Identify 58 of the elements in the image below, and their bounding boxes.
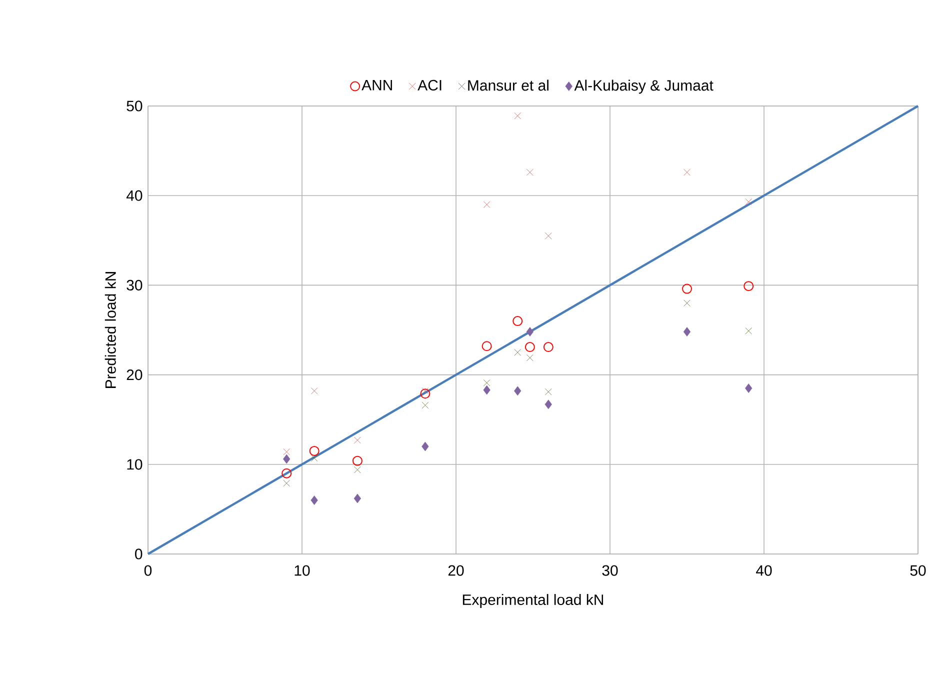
legend-label: ACI [418,80,442,91]
point [483,201,490,208]
x-tick-label: 40 [756,565,772,576]
point [483,379,490,386]
point [352,456,362,466]
point [684,168,690,176]
point [310,388,318,394]
point [526,168,534,176]
x-tick-label: 20 [448,565,464,576]
legend-label: Al-Kubaisy & Jumaat [574,80,714,94]
point [482,341,492,352]
point [545,232,552,240]
x-tick-label: 10 [294,565,310,576]
y-axis-title: Predicted load kN [104,272,116,388]
point [282,468,292,478]
point [526,354,534,362]
point [354,436,361,444]
x-tick-label: 30 [602,565,618,576]
point [422,402,429,409]
point [544,400,552,410]
point [745,384,752,393]
point [744,281,754,292]
y-tick-label: 50 [126,100,142,112]
point [684,300,690,306]
y-tick-label: 30 [126,280,142,290]
y-tick-label: 10 [127,459,142,470]
point [283,448,290,456]
point [682,284,692,294]
point [422,442,429,452]
point [514,386,522,396]
point [309,446,320,456]
legend-label: Mansur et al [468,80,548,91]
point [683,327,691,336]
point [514,349,521,356]
point [745,328,752,334]
point [420,388,430,399]
x-tick-label: 0 [144,565,152,576]
point [526,327,534,336]
point [524,342,535,352]
point [283,480,290,487]
point [310,496,318,505]
y-tick-label: 0 [135,548,142,560]
y-tick-label: 40 [126,190,142,201]
legend-label: ANN [362,80,392,90]
point [745,198,752,206]
point [354,494,362,504]
point [283,454,290,464]
point [543,342,554,352]
point [512,316,523,326]
point [514,112,521,120]
y-tick-label: 20 [126,369,142,380]
x-tick-label: 50 [910,565,926,576]
point [422,388,429,394]
point [545,388,552,396]
point [483,385,490,395]
x-axis-title: Experimental load kN [462,594,604,608]
point [354,466,361,474]
point [310,454,318,462]
